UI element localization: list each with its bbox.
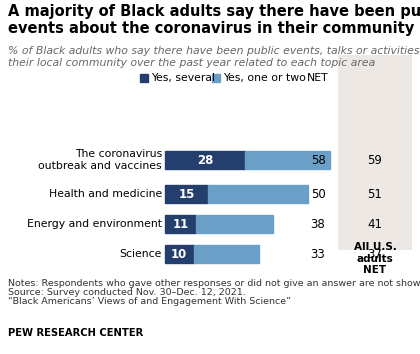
Text: 10: 10 [171,247,187,261]
Text: 50: 50 [311,188,326,200]
Text: PEW RESEARCH CENTER: PEW RESEARCH CENTER [8,328,143,338]
Text: Energy and environment: Energy and environment [27,219,162,229]
Bar [197,215,273,233]
Text: 41: 41 [368,217,383,230]
Text: 33: 33 [311,247,326,261]
Text: 51: 51 [368,188,383,200]
Text: “Black Americans’ Views of and Engagement With Science”: “Black Americans’ Views of and Engagemen… [8,297,291,306]
Text: Notes: Respondents who gave other responses or did not give an answer are not sh: Notes: Respondents who gave other respon… [8,279,420,288]
Bar [165,245,194,263]
Text: Yes, several: Yes, several [151,73,215,83]
Text: 59: 59 [368,154,383,166]
Text: NET: NET [307,73,329,83]
Text: Source: Survey conducted Nov. 30–Dec. 12, 2021.: Source: Survey conducted Nov. 30–Dec. 12… [8,288,246,297]
Text: 58: 58 [311,154,326,166]
Text: 28: 28 [197,154,213,166]
Text: 11: 11 [173,217,189,230]
Text: A majority of Black adults say there have been public
events about the coronavir: A majority of Black adults say there hav… [8,4,420,36]
Text: Science: Science [120,249,162,259]
Text: Yes, one or two: Yes, one or two [223,73,306,83]
Bar [245,151,330,169]
Text: The coronavirus
outbreak and vaccines: The coronavirus outbreak and vaccines [38,149,162,171]
Text: % of Black adults who say there have been public events, talks or activities in
: % of Black adults who say there have bee… [8,46,420,68]
Text: 38: 38 [311,217,326,230]
Bar [212,74,220,82]
Text: Health and medicine: Health and medicine [49,189,162,199]
Bar [165,185,208,203]
Bar [165,215,197,233]
Bar [194,245,259,263]
Text: 15: 15 [178,188,194,200]
FancyBboxPatch shape [338,55,412,250]
Bar [165,151,245,169]
Text: 37: 37 [368,247,383,261]
Text: All U.S.
adults
NET: All U.S. adults NET [354,242,396,275]
Bar [208,185,307,203]
Bar [140,74,148,82]
